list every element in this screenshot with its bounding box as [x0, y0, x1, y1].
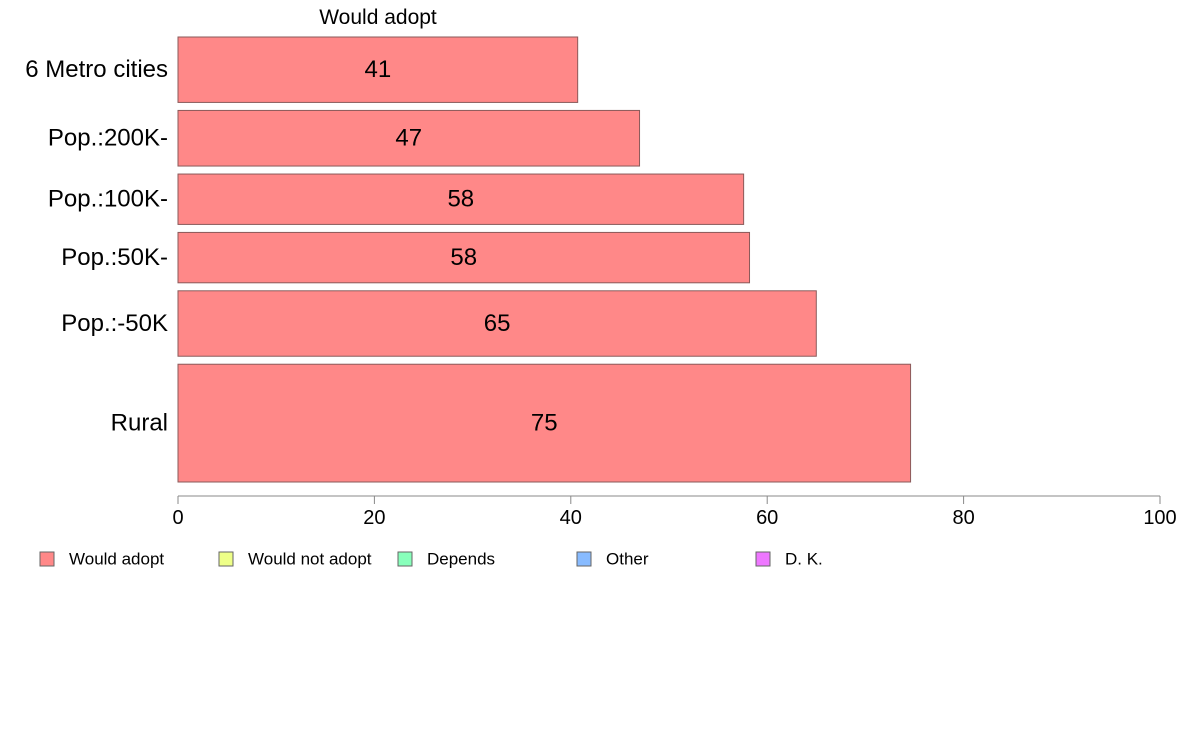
category-label: Pop.:50K-: [61, 244, 168, 271]
category-label: 6 Metro cities: [25, 56, 168, 83]
legend-label: Would adopt: [69, 550, 164, 569]
bar-segment: [177, 290, 817, 357]
legend-label: Would not adopt: [248, 550, 372, 569]
legend-swatch: [397, 551, 413, 567]
category-label: Pop.:-50K: [61, 310, 168, 337]
x-tick-label: 80: [952, 507, 974, 529]
bar-segment: [177, 173, 745, 225]
legend-swatch: [576, 551, 592, 567]
data-label: 75: [531, 410, 558, 437]
bars: [177, 36, 912, 483]
bar-segment: [177, 36, 579, 103]
legend-swatch: [218, 551, 234, 567]
x-tick-label: 0: [172, 507, 183, 529]
data-labels: 41 47 58 58 65 75: [364, 56, 557, 436]
x-tick-label: 100: [1143, 507, 1176, 529]
legend: Would adopt Would not adopt Depends Other D.…: [39, 550, 823, 569]
data-label: 41: [364, 56, 391, 83]
legend-label: Depends: [427, 550, 495, 569]
bar-segment: [177, 231, 751, 284]
x-axis: 0 20 40 60 80 100: [172, 495, 1177, 529]
data-label: 58: [447, 186, 474, 213]
bar-segment: [177, 109, 641, 167]
category-label: Rural: [111, 410, 168, 437]
x-tick-label: 40: [560, 507, 582, 529]
category-label: Pop.:200K-: [48, 125, 168, 152]
category-labels: 6 Metro cities Pop.:200K- Pop.:100K- Pop.:5…: [25, 56, 168, 436]
category-label: Pop.:100K-: [48, 186, 168, 213]
data-label: 58: [450, 244, 477, 271]
data-label: 47: [395, 125, 422, 152]
data-label: 65: [484, 310, 511, 337]
legend-label: Other: [606, 550, 649, 569]
bar-segment: [177, 363, 912, 483]
x-tick-label: 20: [363, 507, 385, 529]
series-header-label: Would adopt: [319, 6, 437, 29]
legend-label: D. K.: [785, 550, 823, 569]
x-tick-label: 60: [756, 507, 778, 529]
legend-swatch: [755, 551, 771, 567]
legend-swatch: [39, 551, 55, 567]
